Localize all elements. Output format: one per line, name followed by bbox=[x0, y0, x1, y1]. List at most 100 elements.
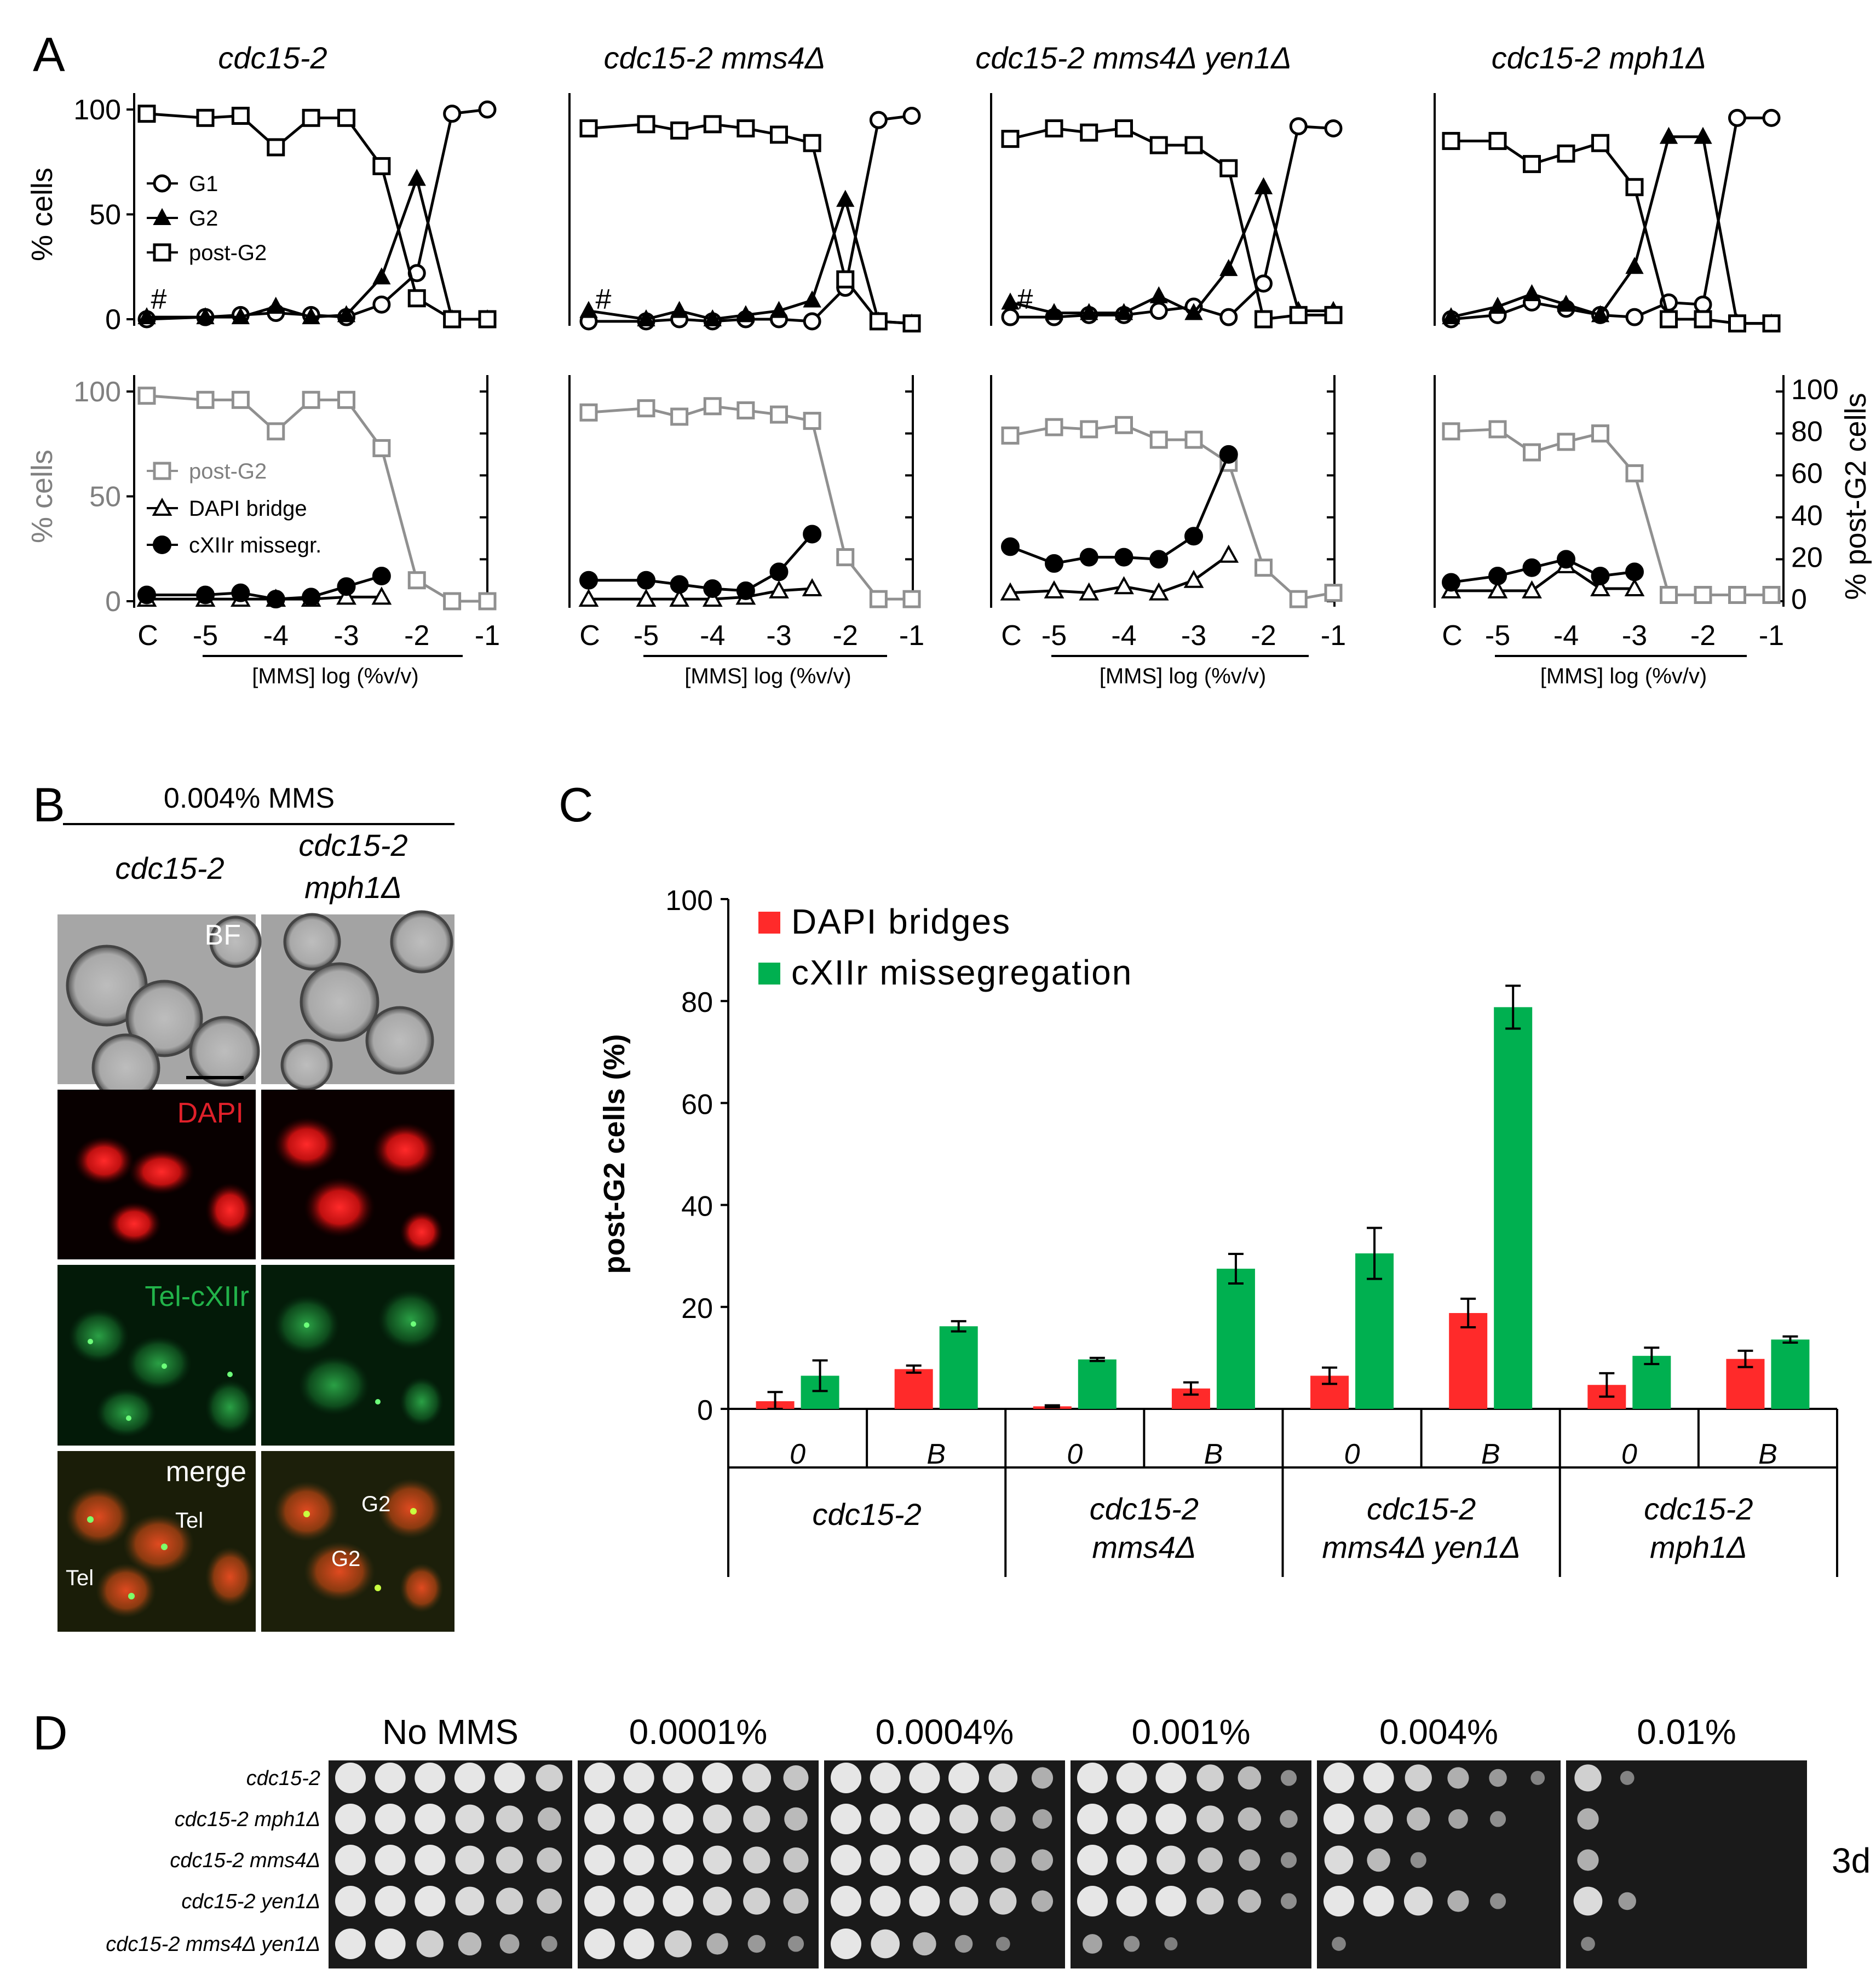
series-line-g2 bbox=[588, 198, 912, 325]
data-point-g1 bbox=[1762, 108, 1781, 127]
strain-row-label-3: cdc15-2 mms4Δ bbox=[170, 1849, 320, 1872]
line-chart-6: C -5 -4 -3 -2 -1 [MMS] log (%v/v) bbox=[568, 375, 924, 688]
data-point-post-g2 bbox=[443, 310, 462, 329]
yeast-spot bbox=[1124, 1936, 1140, 1952]
x-tick-label-1: -5 bbox=[1041, 620, 1067, 652]
c-group-label-4-2: mph1Δ bbox=[1650, 1530, 1747, 1564]
data-point-g1 bbox=[1001, 308, 1020, 326]
data-point-g1 bbox=[1289, 117, 1308, 136]
yeast-spot bbox=[623, 1845, 654, 1875]
merge-cells-left bbox=[66, 1487, 255, 1618]
series-post-g2 bbox=[579, 397, 921, 608]
yeast-spot bbox=[623, 1886, 654, 1916]
c-group-label-2-2: mms4Δ bbox=[1092, 1530, 1196, 1564]
x-tick-label-2: -4 bbox=[263, 620, 289, 652]
c-y-tick-label-100: 100 bbox=[665, 885, 713, 917]
data-point-post-g2 bbox=[869, 312, 888, 331]
data-point-post-g2 bbox=[196, 108, 215, 127]
series-post-g2 bbox=[579, 115, 921, 333]
data-point-dapi-bridge bbox=[1487, 580, 1508, 598]
x-tick-label-2: -4 bbox=[1111, 620, 1136, 652]
data-point-cxiir-missegr bbox=[1557, 550, 1575, 569]
yeast-spot bbox=[989, 1887, 1017, 1915]
yeast-spot bbox=[1116, 1763, 1147, 1793]
data-point-g1 bbox=[1254, 274, 1273, 293]
yeast-spot bbox=[831, 1929, 861, 1959]
yeast-spot bbox=[783, 1765, 809, 1791]
yeast-spot bbox=[499, 1934, 520, 1954]
plate-1 bbox=[329, 1760, 572, 1968]
data-point-g2 bbox=[1080, 303, 1098, 320]
data-point-g2 bbox=[1625, 257, 1644, 274]
yeast-spot bbox=[909, 1845, 940, 1875]
data-point-post-g2 bbox=[1184, 136, 1203, 154]
yeast-spot bbox=[990, 1847, 1016, 1873]
series-line-post-g2 bbox=[1010, 126, 1333, 321]
c-legend-swatch-red bbox=[758, 912, 780, 934]
y-tick-label-100: 100 bbox=[73, 94, 121, 126]
data-point-cxiir-missegr bbox=[1522, 558, 1541, 577]
yeast-spot bbox=[1077, 1845, 1108, 1875]
yeast-spot bbox=[1239, 1849, 1261, 1871]
data-point-post-g2 bbox=[1149, 430, 1168, 449]
data-point-dapi-bridge bbox=[1000, 582, 1021, 601]
x-tick-label-c: C bbox=[137, 620, 158, 652]
y2-tick-label-20: 20 bbox=[1791, 542, 1823, 573]
yeast-spot bbox=[1577, 1808, 1599, 1830]
yeast-spot bbox=[1238, 1766, 1262, 1790]
data-point-post-g2 bbox=[1324, 584, 1343, 602]
data-point-post-g2 bbox=[372, 157, 391, 175]
data-point-post-g2 bbox=[231, 106, 250, 125]
data-point-post-g2 bbox=[637, 399, 655, 418]
data-point-cxiir-missegr bbox=[1219, 445, 1238, 464]
data-point-cxiir-missegr bbox=[372, 567, 391, 586]
yeast-spot bbox=[783, 1889, 809, 1914]
x-axis-title: [MMS] log (%v/v) bbox=[1100, 664, 1266, 688]
yeast-spot bbox=[1367, 1848, 1390, 1872]
data-point-post-g2 bbox=[1254, 310, 1273, 329]
yeast-spot bbox=[1083, 1934, 1102, 1954]
data-point-post-g2 bbox=[1045, 418, 1063, 436]
yeast-spot bbox=[870, 1763, 901, 1793]
c-y-tick-label-60: 60 bbox=[681, 1089, 713, 1120]
data-point-dapi-bridge bbox=[636, 589, 657, 607]
c-y-tick-label-80: 80 bbox=[681, 987, 713, 1018]
data-point-post-g2 bbox=[1728, 314, 1746, 333]
data-point-g2 bbox=[302, 307, 320, 325]
channel-label-bf: BF bbox=[205, 919, 241, 951]
data-point-post-g2 bbox=[302, 390, 320, 409]
x-tick-label-4: -2 bbox=[833, 620, 858, 652]
data-point-cxiir-missegr bbox=[1442, 573, 1460, 592]
data-point-dapi-bridge bbox=[1218, 544, 1239, 563]
data-point-post-g2 bbox=[836, 270, 855, 289]
hash-mark: # bbox=[1017, 284, 1033, 315]
bar-cxiir-missegregation-3 bbox=[1078, 1359, 1117, 1409]
yeast-spot bbox=[664, 1930, 692, 1958]
x-axis-title: [MMS] log (%v/v) bbox=[684, 664, 851, 688]
strain-row-label-5: cdc15-2 mms4Δ yen1Δ bbox=[106, 1933, 320, 1956]
yeast-spot bbox=[1031, 1849, 1054, 1871]
legend-marker-post-g2 bbox=[153, 243, 171, 262]
yeast-spot bbox=[335, 1886, 366, 1916]
data-point-g1 bbox=[372, 295, 391, 314]
yeast-spot bbox=[1238, 1889, 1262, 1913]
data-point-dapi-bridge bbox=[1183, 569, 1204, 588]
data-point-post-g2 bbox=[1442, 131, 1460, 150]
y-axis-title: % cells bbox=[26, 450, 59, 543]
strain-row-label-4: cdc15-2 yen1Δ bbox=[181, 1890, 320, 1913]
bar-cxiir-missegregation-4 bbox=[1216, 1268, 1255, 1409]
data-point-post-g2 bbox=[1728, 586, 1746, 605]
strain-title-4: cdc15-2 mph1Δ bbox=[1492, 41, 1706, 75]
yeast-spot bbox=[1164, 1937, 1178, 1951]
data-point-cxiir-missegr bbox=[231, 583, 250, 602]
yeast-spot bbox=[988, 1763, 1018, 1793]
data-point-post-g2 bbox=[1219, 159, 1238, 177]
yeast-spot bbox=[1031, 1890, 1054, 1912]
yeast-spot bbox=[743, 1887, 770, 1915]
data-point-cxiir-missegr bbox=[703, 579, 722, 598]
legend-label-g2: G2 bbox=[189, 206, 218, 231]
c-category-label-1: 0 bbox=[790, 1438, 805, 1470]
hash-mark: # bbox=[596, 284, 612, 315]
y-tick-label-0: 0 bbox=[105, 304, 121, 336]
